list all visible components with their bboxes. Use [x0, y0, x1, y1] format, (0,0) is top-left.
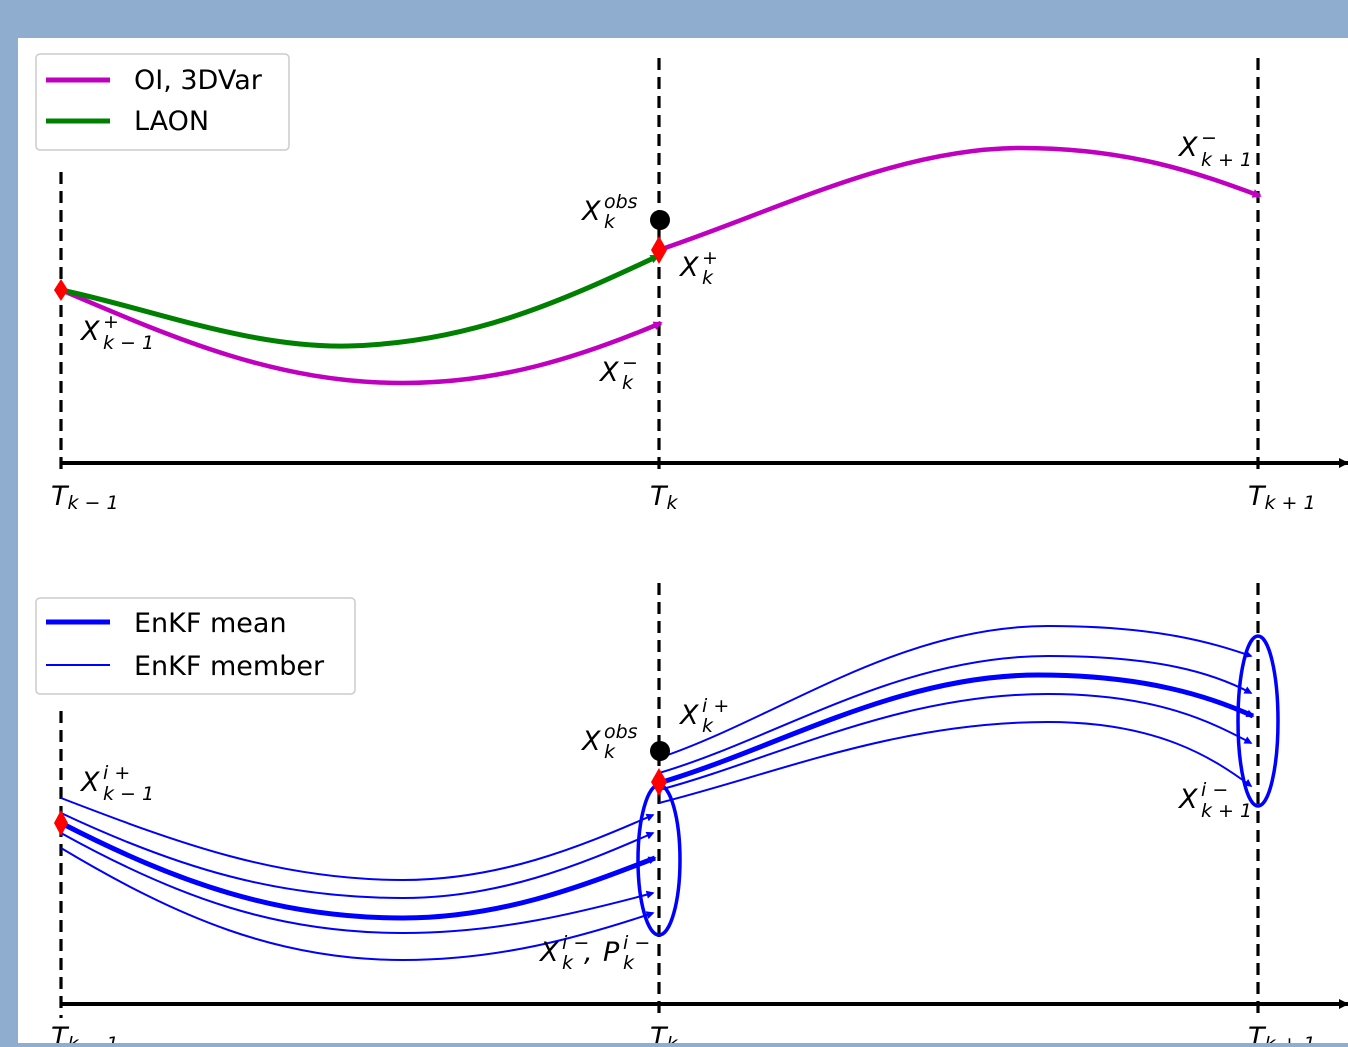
svg-text:i −: i − — [562, 932, 589, 954]
top-analysis-marker-t-km1 — [54, 279, 68, 301]
bottom-legend-box — [35, 597, 356, 695]
svg-text:k: k — [562, 952, 574, 974]
top-label-x-minus-next: X − k + 1 — [1177, 127, 1252, 171]
enkf-member-trajectory — [658, 692, 1253, 791]
svg-text:i +: i + — [702, 695, 729, 717]
top-oi-next-forecast-trajectory — [658, 145, 1262, 253]
svg-text:k − 1: k − 1 — [103, 332, 154, 354]
bottom-label-x-obs: X obs k — [580, 721, 638, 763]
top-oi-forecast-trajectory — [60, 287, 663, 386]
top-label-t-km1: Tk − 1 — [51, 481, 119, 514]
svg-text:k: k — [702, 267, 714, 289]
svg-text:i −: i − — [1201, 779, 1228, 801]
bottom-label-x-i-minus-next: X i − k + 1 — [1177, 779, 1252, 822]
top-label-x-minus: X − k — [598, 352, 638, 394]
svg-text:X: X — [678, 252, 699, 283]
svg-text:k − 1: k − 1 — [103, 783, 154, 805]
enkf-mean-trajectory — [658, 672, 1255, 786]
top-observation-marker — [650, 210, 670, 230]
svg-text:k: k — [604, 741, 616, 763]
svg-text:obs: obs — [604, 191, 638, 213]
svg-text:k: k — [604, 211, 616, 233]
figure-canvas: Tk − 1 Tk Tk + 1 X obs k X + k − 1 X + — [18, 38, 1348, 1047]
enkf-mean-trajectory — [59, 820, 657, 921]
top-label-t-k: Tk — [650, 481, 679, 514]
svg-text:i +: i + — [103, 762, 130, 784]
top-laon-trajectory — [60, 253, 660, 349]
svg-text:obs: obs — [604, 721, 638, 743]
enkf-member-trajectory — [60, 797, 655, 882]
top-legend-label-oi: OI, 3DVar — [134, 65, 263, 96]
enkf-member-trajectory — [60, 847, 655, 962]
svg-text:X: X — [79, 767, 100, 798]
svg-text:X: X — [580, 196, 601, 227]
top-panel: Tk − 1 Tk Tk + 1 X obs k X + k − 1 X + — [35, 53, 1348, 514]
svg-text:i −: i − — [623, 932, 650, 954]
top-legend-label-laon: LAON — [134, 106, 209, 137]
bottom-legend: EnKF mean EnKF member — [35, 597, 356, 695]
enkf-member-trajectory — [60, 812, 655, 900]
svg-text:P: P — [603, 937, 620, 968]
svg-text:k + 1: k + 1 — [1201, 149, 1252, 171]
svg-text:,: , — [584, 937, 593, 968]
enkf-member-trajectory — [658, 654, 1253, 774]
bottom-label-x-i-plus-prev: X i + k − 1 — [79, 762, 154, 805]
svg-text:X: X — [538, 937, 559, 968]
svg-text:k: k — [623, 952, 635, 974]
bottom-legend-label-mean: EnKF mean — [134, 608, 287, 639]
svg-text:X: X — [79, 316, 100, 347]
svg-text:k: k — [702, 715, 714, 737]
svg-text:+: + — [702, 247, 718, 269]
bottom-analysis-marker-t-k — [651, 768, 667, 796]
bottom-label-x-i-minus-p: X i − k , P i − k — [538, 932, 650, 974]
bottom-label-x-i-plus: X i + k — [678, 695, 729, 737]
svg-text:−: − — [1201, 127, 1217, 149]
top-label-x-plus: X + k — [678, 247, 718, 289]
enkf-member-trajectory — [658, 720, 1253, 804]
top-label-x-plus-prev: X + k − 1 — [79, 311, 154, 354]
svg-text:+: + — [103, 311, 119, 333]
top-label-t-kp1: Tk + 1 — [1248, 481, 1316, 514]
svg-text:X: X — [1177, 132, 1198, 163]
top-analysis-marker-t-k — [651, 236, 667, 264]
enkf-member-trajectory — [60, 832, 655, 935]
uncertainty-ellipse-t-kp1 — [1236, 634, 1280, 808]
top-label-x-obs: X obs k — [580, 191, 638, 233]
enkf-member-trajectory — [658, 624, 1253, 759]
svg-text:k + 1: k + 1 — [1201, 800, 1252, 822]
svg-text:k: k — [622, 372, 634, 394]
svg-text:X: X — [598, 357, 619, 388]
bottom-label-t-km1: Tk − 1 — [51, 1022, 119, 1043]
bottom-analysis-marker-t-km1 — [54, 810, 68, 836]
data-assimilation-diagram: Tk − 1 Tk Tk + 1 X obs k X + k − 1 X + — [35, 53, 1348, 1047]
svg-text:X: X — [678, 700, 699, 731]
bottom-observation-marker — [650, 741, 670, 761]
top-legend: OI, 3DVar LAON — [35, 53, 290, 151]
svg-text:X: X — [1177, 784, 1198, 815]
bottom-panel: Tk − 1 Tk Tk + 1 X obs k X i + k X i + — [35, 583, 1348, 1047]
bottom-label-t-k: Tk — [650, 1022, 679, 1043]
svg-text:X: X — [580, 726, 601, 757]
bottom-legend-label-member: EnKF member — [134, 651, 325, 682]
bottom-label-t-kp1: Tk + 1 — [1248, 1022, 1316, 1043]
svg-text:−: − — [622, 352, 638, 374]
